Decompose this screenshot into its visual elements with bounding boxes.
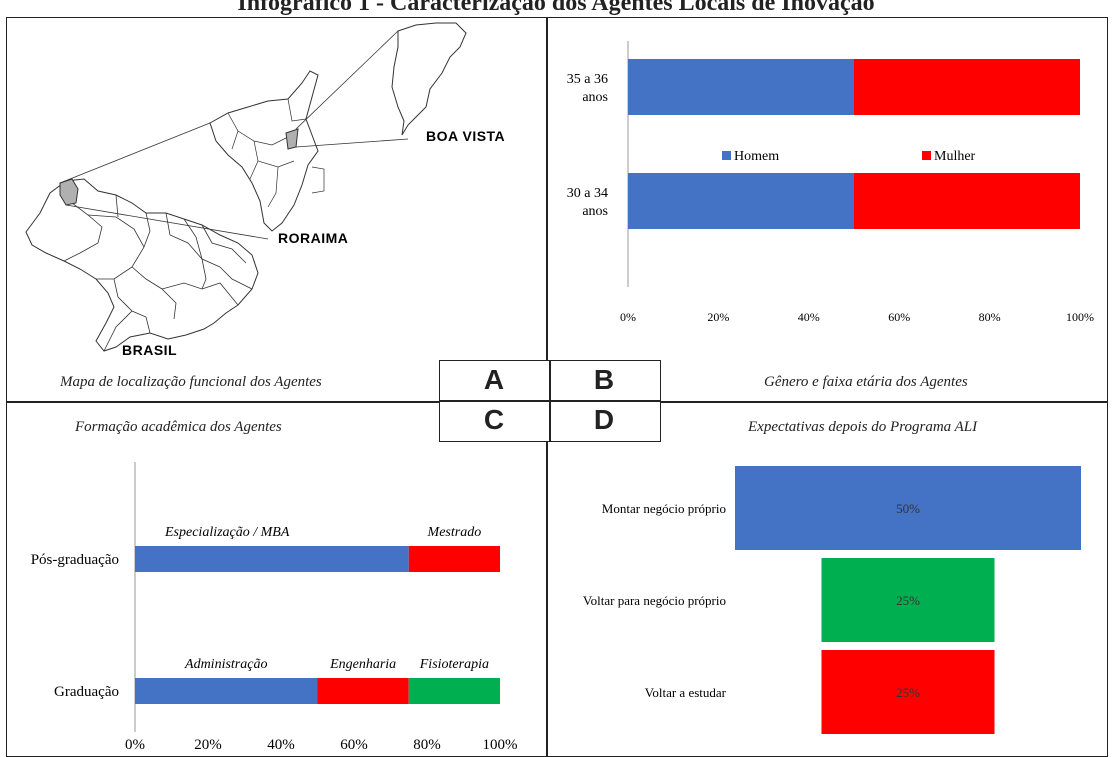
category-label: Graduação	[54, 684, 119, 700]
bar-segment	[135, 546, 409, 572]
roraima-highlight	[59, 178, 79, 206]
legend-label: Homem	[734, 149, 779, 164]
brazil-outline	[25, 178, 259, 352]
panel-c-caption: Formação acadêmica dos Agentes	[75, 419, 282, 435]
panel-letter-d: D	[593, 404, 615, 435]
category-label: 35 a 36	[567, 72, 608, 87]
x-tick-label: 60%	[888, 310, 910, 324]
zoom-connectors	[59, 30, 409, 240]
category-label: Voltar para negócio próprio	[583, 593, 726, 608]
x-tick-label: 80%	[979, 310, 1001, 324]
x-tick-label: 40%	[267, 737, 295, 753]
funnel-bar	[821, 650, 995, 734]
panel-a-caption: Mapa de localização funcional dos Agente…	[60, 374, 322, 390]
chart-expectations: 50% Montar negócio próprio 25% Voltar para …	[583, 466, 1081, 734]
roraima-municipalities	[227, 98, 325, 208]
bar-homem	[628, 173, 854, 229]
segment-label: Administração	[184, 657, 267, 672]
x-tick-label: 40%	[798, 310, 820, 324]
roraima-capital-highlight	[285, 128, 299, 150]
legend-swatch	[722, 151, 731, 160]
category-label: 30 a 34	[567, 186, 608, 201]
category-label: Montar negócio próprio	[602, 501, 726, 516]
segment-label: Especialização / MBA	[164, 525, 290, 540]
x-tick-label: 20%	[194, 737, 222, 753]
bar-segment	[135, 678, 318, 704]
map-label-country: BRASIL	[122, 342, 177, 358]
roraima-outline	[209, 70, 319, 232]
panel-letter-b: B	[593, 364, 615, 395]
bar-segment	[317, 678, 409, 704]
x-tick-label: 60%	[340, 737, 368, 753]
value-label: 25%	[896, 593, 920, 608]
panel-a: BOA VISTA RORAIMA BRASIL	[6, 17, 546, 401]
x-tick-label: 20%	[707, 310, 729, 324]
bar-mulher	[854, 173, 1080, 229]
x-tick-label: 0%	[125, 737, 145, 753]
map-label-city: BOA VISTA	[426, 128, 505, 144]
location-map: BOA VISTA RORAIMA BRASIL	[25, 22, 505, 358]
funnel-bar	[735, 466, 1081, 550]
category-label: Pós-graduação	[31, 552, 119, 568]
boa-vista-outline	[391, 22, 467, 136]
bar-mulher	[854, 59, 1080, 115]
bar-homem	[628, 59, 854, 115]
chart-gender-age: 35 a 36 anos 30 a 34 anos Homem Mulher 0% 20% 40…	[567, 41, 1094, 324]
funnel-bar	[821, 558, 995, 642]
segment-label: Fisioterapia	[419, 657, 489, 672]
panel-d-caption: Expectativas depois do Programa ALI	[748, 419, 978, 435]
legend-label: Mulher	[934, 149, 976, 164]
x-tick-label: 100%	[483, 737, 518, 753]
panel-letter-c: C	[483, 404, 505, 435]
panel-b-caption: Gênero e faixa etária dos Agentes	[764, 374, 968, 390]
category-label: anos	[582, 90, 608, 105]
legend-swatch	[922, 151, 931, 160]
infographic-title: Infográfico 1 - Caracterização dos Agent…	[237, 0, 875, 16]
chart-academic-background: Especialização / MBA Mestrado Pós-graduaçã…	[31, 462, 518, 753]
segment-label: Engenharia	[329, 657, 396, 672]
x-tick-label: 100%	[1066, 310, 1094, 324]
value-label: 25%	[896, 685, 920, 700]
value-label: 50%	[896, 501, 920, 516]
category-label: anos	[582, 204, 608, 219]
panel-letter-a: A	[483, 364, 505, 395]
segment-label: Mestrado	[427, 525, 482, 540]
category-label: Voltar a estudar	[645, 685, 727, 700]
bar-segment	[408, 678, 500, 704]
x-tick-label: 0%	[620, 310, 636, 324]
bar-segment	[408, 546, 500, 572]
panel-letters: A B C D	[439, 360, 661, 442]
x-tick-label: 80%	[413, 737, 441, 753]
map-label-state: RORAIMA	[278, 230, 348, 246]
